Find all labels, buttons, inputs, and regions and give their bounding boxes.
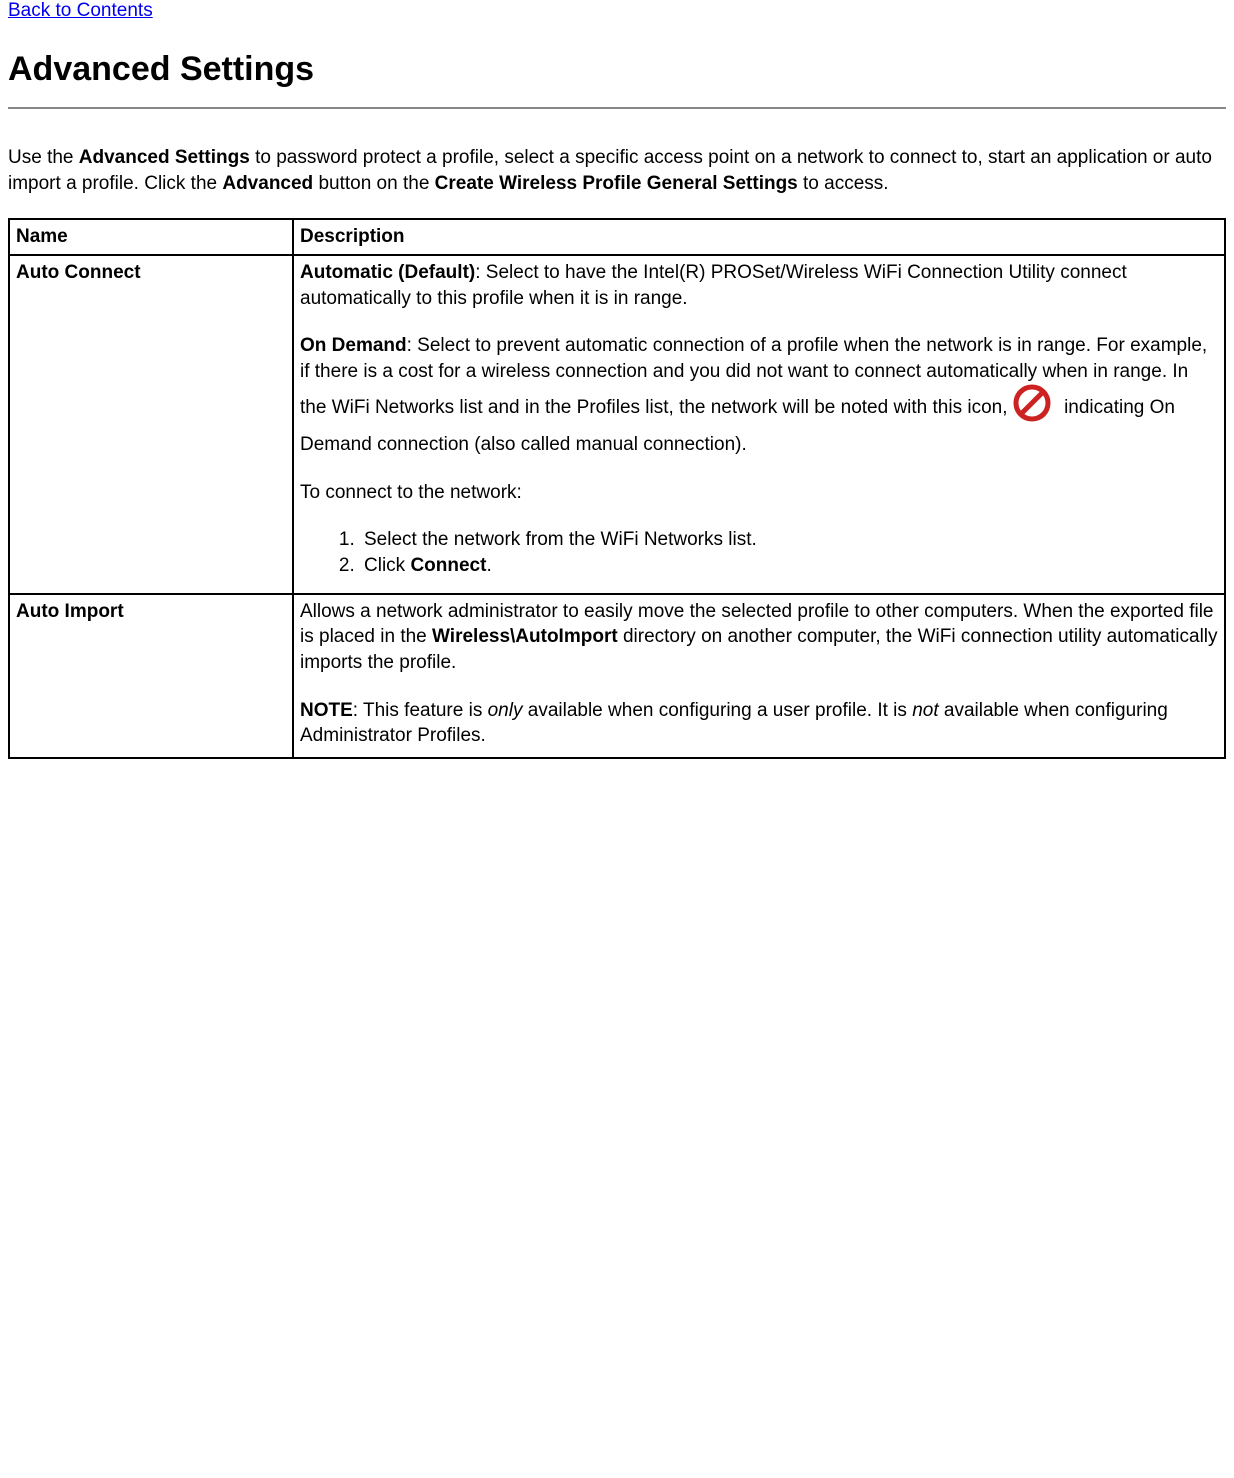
desc-bold: Automatic (Default) [300,262,475,283]
table-row: Auto Connect Automatic (Default): Select… [9,255,1225,594]
intro-bold-1: Advanced Settings [79,147,250,168]
table-header-row: Name Description [9,219,1225,255]
step-text: Click [364,555,410,576]
prohibit-icon [1013,384,1053,432]
list-item: Click Connect. [360,553,1218,579]
divider [8,107,1226,109]
page-title: Advanced Settings [8,50,1226,89]
desc-paragraph: On Demand: Select to prevent automatic c… [300,333,1218,458]
intro-bold-2: Advanced [222,173,313,194]
row-name-auto-connect: Auto Connect [9,255,293,594]
table-row: Auto Import Allows a network administrat… [9,594,1225,758]
header-description: Description [293,219,1225,255]
desc-bold: NOTE [300,700,353,721]
desc-text: available when configuring a user profil… [522,700,912,721]
intro-text: to access. [798,173,889,194]
desc-paragraph: Allows a network administrator to easily… [300,599,1218,676]
list-item: Select the network from the WiFi Network… [360,527,1218,553]
desc-paragraph: To connect to the network: [300,480,1218,506]
intro-text: Use the [8,147,79,168]
header-name: Name [9,219,293,255]
desc-bold: Wireless\AutoImport [432,626,618,647]
desc-italic: not [912,700,938,721]
step-text: . [486,555,491,576]
steps-list: Select the network from the WiFi Network… [300,527,1218,578]
desc-bold: On Demand [300,335,407,356]
step-bold: Connect [410,555,486,576]
row-name-auto-import: Auto Import [9,594,293,758]
desc-text: : This feature is [353,700,488,721]
intro-text: button on the [313,173,435,194]
desc-paragraph: Automatic (Default): Select to have the … [300,260,1218,311]
intro-bold-3: Create Wireless Profile General Settings [435,173,798,194]
desc-paragraph: NOTE: This feature is only available whe… [300,698,1218,749]
row-desc-auto-connect: Automatic (Default): Select to have the … [293,255,1225,594]
intro-paragraph: Use the Advanced Settings to password pr… [8,145,1226,196]
row-desc-auto-import: Allows a network administrator to easily… [293,594,1225,758]
back-to-contents-link[interactable]: Back to Contents [8,0,153,21]
settings-table: Name Description Auto Connect Automatic … [8,218,1226,759]
desc-italic: only [488,700,523,721]
